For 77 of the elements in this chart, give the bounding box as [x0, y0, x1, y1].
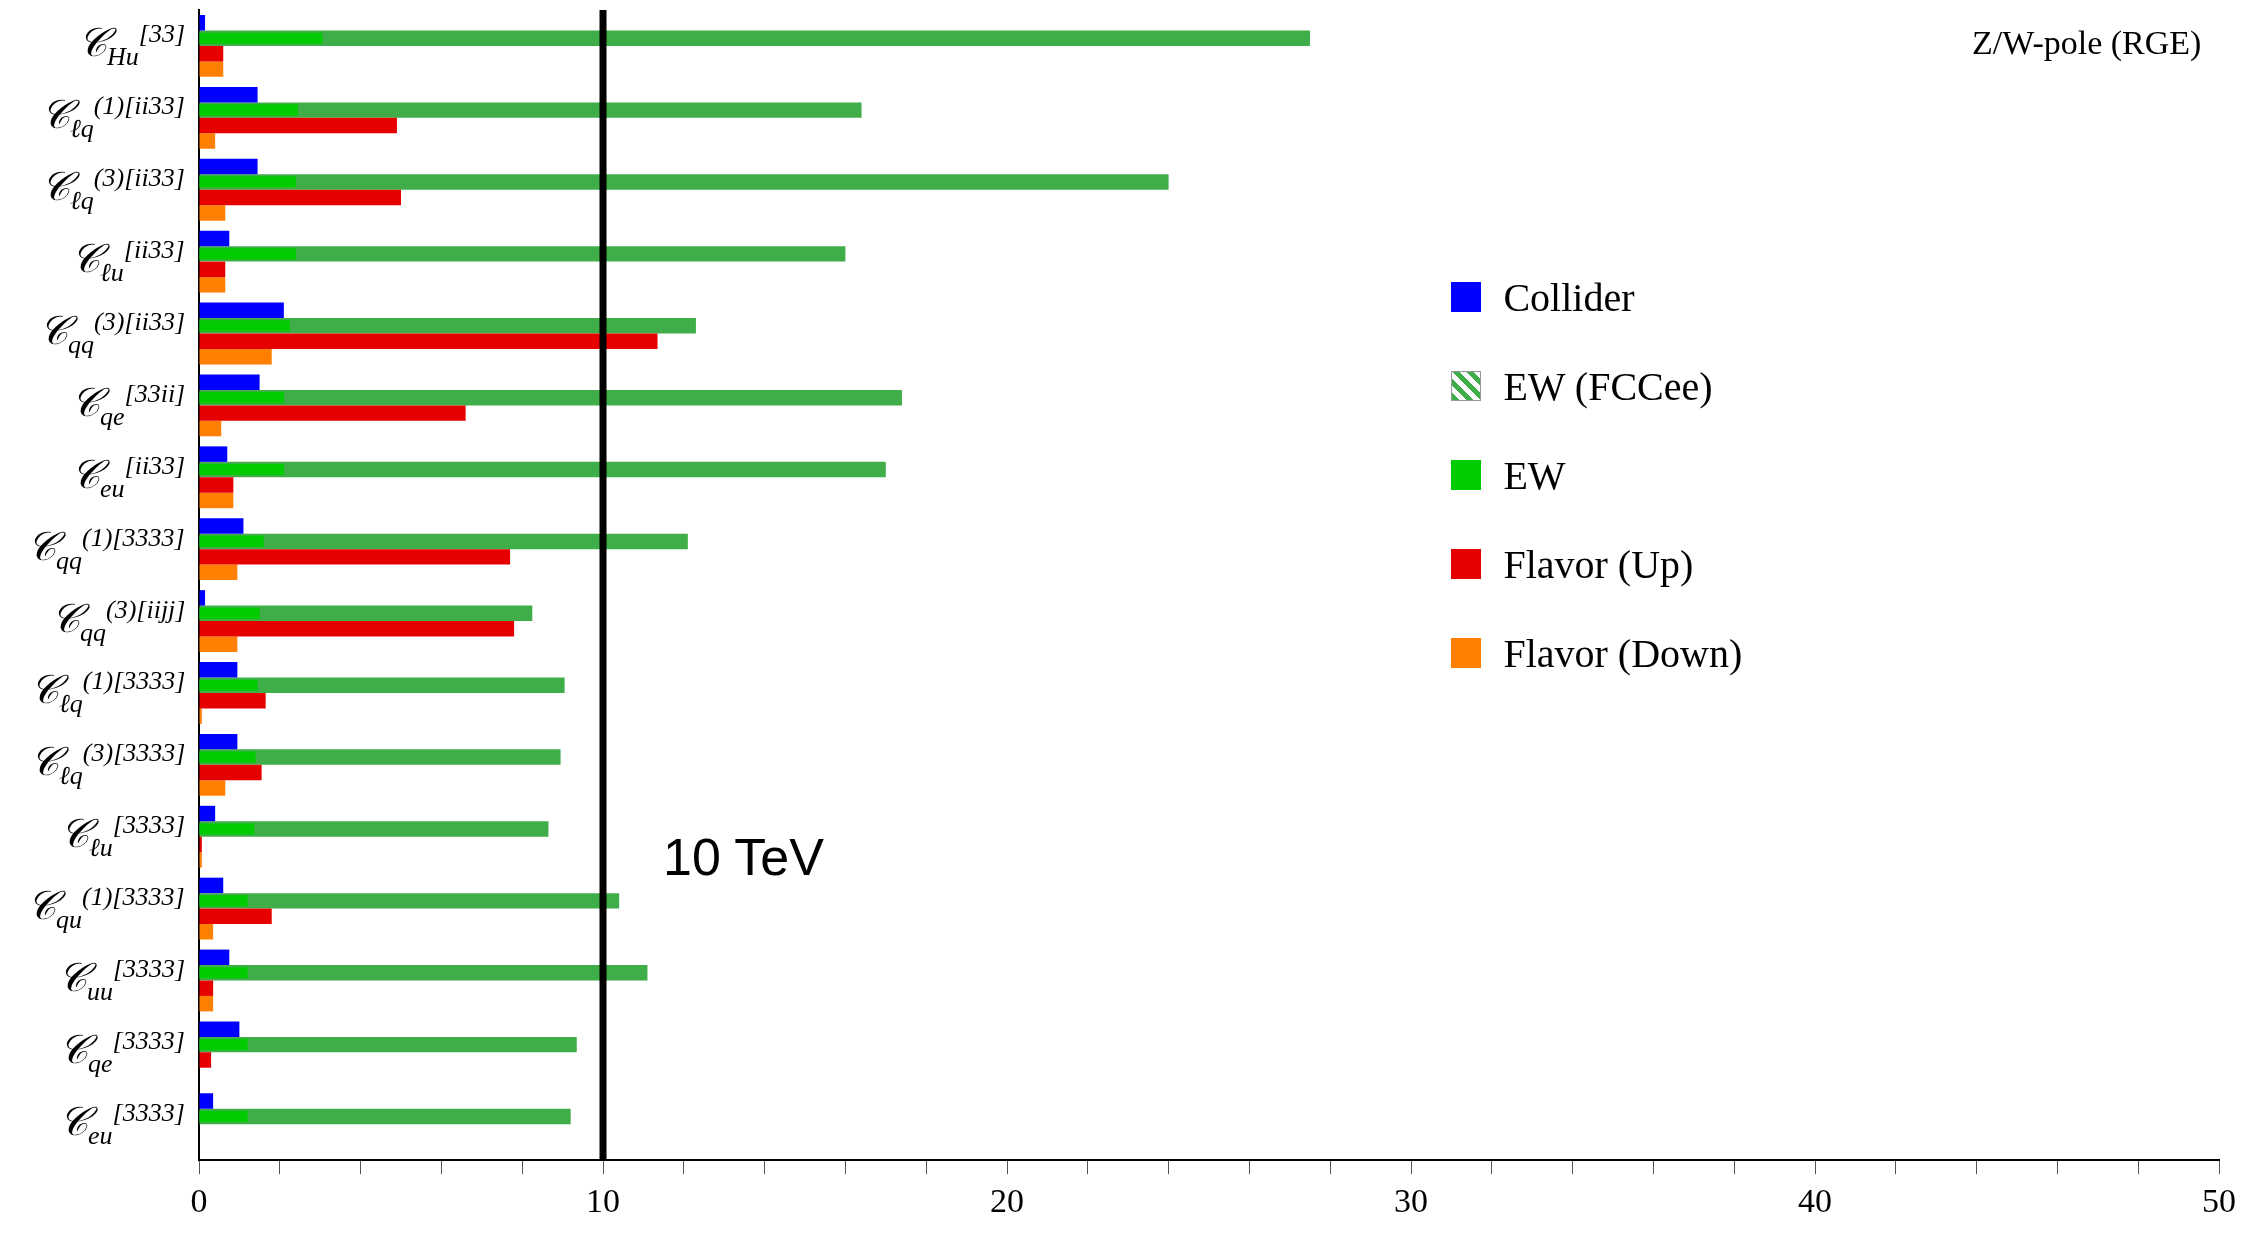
x-tick-label: 0 [190, 1181, 208, 1219]
bar [199, 780, 226, 796]
bar [199, 320, 290, 332]
bar [199, 621, 515, 637]
bar [199, 61, 224, 77]
bar [199, 463, 284, 476]
bar [199, 895, 248, 907]
bar [199, 805, 216, 822]
x-tick-label: 20 [990, 1181, 1024, 1219]
legend-label: EW (FCCee) [1503, 362, 1713, 410]
bar [199, 949, 230, 966]
bar [199, 980, 214, 996]
bar [199, 104, 298, 116]
bar [199, 636, 238, 652]
bar [199, 590, 206, 606]
bar [199, 518, 244, 534]
bar [199, 392, 284, 404]
ref-line-label: 10 TeV [663, 828, 825, 887]
bar [199, 764, 262, 781]
bar [199, 333, 658, 349]
bar [199, 733, 238, 750]
bar [199, 692, 266, 709]
bar [199, 189, 401, 206]
bar [199, 30, 1310, 46]
bar [199, 117, 397, 134]
legend-label: Collider [1503, 273, 1635, 321]
bar [199, 261, 226, 278]
bar [199, 1036, 577, 1053]
bar [199, 45, 224, 62]
legend-label: Flavor (Down) [1503, 629, 1743, 677]
chart-title: Z/W-pole (RGE) [1972, 24, 2202, 62]
bar [199, 535, 264, 547]
bar [199, 549, 511, 565]
bar [199, 1052, 212, 1068]
bar [199, 176, 296, 188]
x-tick-label: 10 [586, 1181, 620, 1219]
bar [199, 1110, 248, 1123]
bar [199, 679, 258, 691]
bar [199, 348, 272, 365]
bar [199, 823, 255, 835]
bar [199, 158, 258, 175]
bar [199, 967, 248, 979]
bar [199, 446, 228, 462]
bar [199, 1021, 240, 1037]
bar [199, 248, 296, 260]
bar [199, 86, 258, 103]
legend-label: Flavor (Up) [1503, 540, 1694, 588]
bar [199, 477, 234, 493]
bar [199, 277, 226, 293]
bar [199, 32, 323, 44]
bar [199, 405, 466, 421]
bar [199, 1108, 571, 1125]
bar [199, 205, 226, 221]
x-tick-label: 30 [1394, 1181, 1428, 1219]
bar [199, 908, 272, 925]
bar [199, 174, 1169, 190]
x-tick-label: 40 [1798, 1181, 1832, 1219]
bar [199, 564, 238, 581]
bar [199, 374, 260, 390]
bar [199, 533, 688, 550]
bar [199, 1093, 214, 1109]
bar [199, 302, 284, 319]
bar [199, 662, 238, 678]
bar [199, 965, 648, 981]
bar [199, 492, 234, 509]
bar [199, 230, 230, 247]
bar [199, 995, 214, 1012]
bar [199, 420, 222, 437]
bar [199, 389, 902, 406]
bar [199, 751, 256, 763]
bar [199, 133, 216, 149]
bar [199, 607, 260, 619]
bar [199, 877, 224, 894]
bar [199, 1039, 248, 1051]
x-tick-label: 50 [2202, 1181, 2236, 1219]
legend-label: EW [1503, 451, 1566, 499]
bar [199, 924, 214, 940]
